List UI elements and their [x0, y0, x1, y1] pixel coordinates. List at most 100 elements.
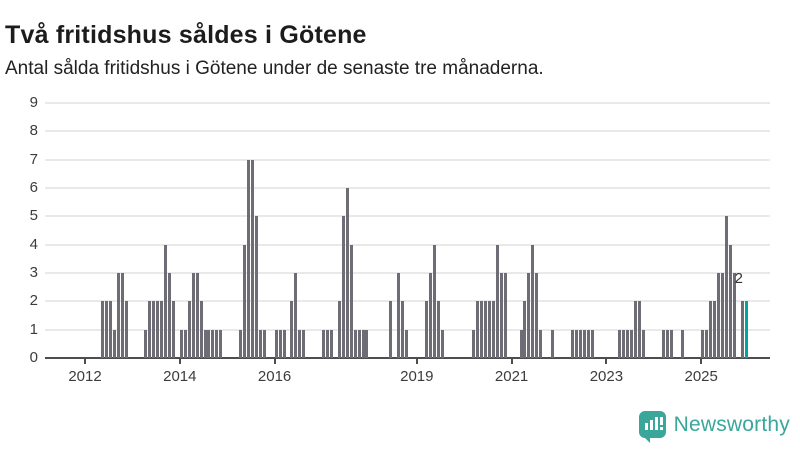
bar	[491, 301, 495, 358]
bar	[120, 273, 124, 358]
bar	[164, 244, 167, 358]
x-axis-tick	[415, 359, 418, 364]
bar	[701, 329, 705, 358]
bar	[389, 301, 393, 358]
bar	[294, 273, 298, 358]
bar	[262, 329, 266, 358]
x-axis-tick-label: 2014	[163, 368, 197, 385]
bar	[539, 329, 543, 358]
bar	[219, 329, 223, 358]
chart-title: Två fritidshus såldes i Götene	[5, 20, 367, 49]
y-axis-tick-label: 4	[29, 235, 38, 253]
highlight-bar	[744, 301, 748, 358]
bar	[365, 329, 369, 358]
bar	[630, 329, 634, 358]
x-axis-tick-label: 2016	[257, 368, 292, 385]
bar	[167, 273, 171, 358]
y-gridline	[45, 130, 770, 133]
bar	[436, 301, 440, 358]
bar	[207, 329, 211, 358]
bar	[195, 273, 199, 358]
y-axis-tick-label: 5	[29, 207, 38, 225]
bar	[661, 329, 665, 358]
bar	[681, 329, 685, 358]
bar	[211, 329, 215, 358]
bar	[329, 329, 333, 358]
bar	[187, 301, 191, 358]
bar	[258, 329, 262, 358]
bar	[669, 329, 673, 358]
newsworthy-logo[interactable]: Newsworthy	[638, 411, 790, 443]
bar	[298, 329, 302, 358]
bar	[104, 301, 108, 358]
bar	[179, 329, 183, 358]
bar	[345, 188, 349, 358]
y-gridline	[45, 300, 770, 303]
bar	[717, 273, 720, 358]
bar	[705, 329, 709, 358]
chart-subtitle: Antal sålda fritidshus i Götene under de…	[5, 58, 544, 79]
y-axis-tick-label: 3	[29, 264, 38, 281]
bar	[183, 329, 187, 358]
bar	[100, 301, 104, 358]
x-axis-tick	[700, 359, 703, 364]
bar	[641, 329, 645, 358]
bar	[519, 329, 523, 358]
x-axis-tick	[605, 359, 608, 364]
y-axis-tick-label: 8	[29, 122, 38, 140]
bar	[440, 329, 444, 358]
x-axis-tick-label: 2025	[684, 368, 718, 385]
bar	[199, 301, 203, 358]
bar	[574, 329, 578, 358]
bar	[483, 301, 487, 358]
bar	[586, 329, 590, 358]
x-axis-tick	[84, 359, 86, 364]
bar	[634, 301, 638, 358]
bar	[215, 329, 219, 358]
bar	[432, 244, 436, 358]
bar	[724, 216, 728, 358]
x-axis-tick	[273, 359, 276, 364]
y-gridline	[45, 187, 770, 189]
bar	[531, 244, 535, 358]
bar	[527, 273, 531, 358]
y-gridline	[45, 272, 770, 274]
bar	[622, 329, 626, 358]
bar	[618, 329, 622, 358]
bar	[638, 301, 641, 358]
y-axis-tick-label: 2	[29, 292, 38, 310]
bar	[349, 244, 353, 358]
bar	[728, 244, 732, 358]
y-axis-tick-label: 6	[29, 179, 38, 196]
bar	[551, 329, 555, 358]
bar	[171, 301, 175, 358]
newsworthy-logo-text: Newsworthy	[673, 412, 790, 436]
bar	[740, 301, 744, 358]
bar	[148, 301, 152, 358]
logo-exclamation-icon	[659, 417, 663, 425]
bar	[116, 273, 120, 358]
bar	[156, 301, 160, 358]
bar	[108, 301, 112, 358]
logo-bar-icon	[654, 417, 658, 430]
newsworthy-logo-icon	[638, 411, 666, 443]
y-gridline	[45, 243, 770, 246]
bar	[203, 329, 207, 358]
bar	[239, 329, 243, 358]
y-gridline	[45, 102, 770, 104]
bar	[254, 216, 258, 358]
bar	[495, 244, 499, 358]
bar	[732, 273, 736, 358]
logo-exclamation-dot-icon	[659, 427, 663, 430]
bar	[590, 329, 594, 358]
x-axis-tick-label: 2019	[400, 368, 434, 385]
bar	[404, 329, 408, 358]
y-axis-tick-label: 7	[29, 150, 38, 168]
bar	[124, 301, 128, 358]
bar	[535, 273, 539, 358]
bar	[353, 329, 357, 358]
bar	[476, 301, 480, 358]
bar	[191, 273, 195, 358]
